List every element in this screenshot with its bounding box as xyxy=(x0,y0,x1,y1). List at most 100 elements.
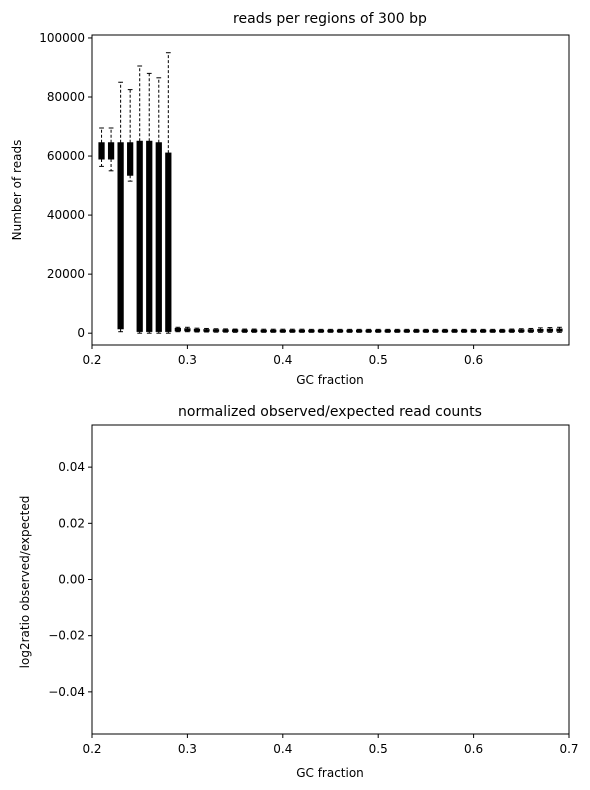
x-tick-label: 0.4 xyxy=(273,742,292,756)
y-axis-label: Number of reads xyxy=(10,140,24,241)
box-0.27 xyxy=(156,78,161,333)
x-tick-label: 0.5 xyxy=(369,742,388,756)
box xyxy=(328,330,333,332)
box-0.33 xyxy=(213,329,218,332)
box-0.29 xyxy=(175,327,180,331)
box-0.69 xyxy=(557,327,562,332)
box-0.44 xyxy=(318,329,323,332)
box-0.31 xyxy=(194,328,199,332)
box xyxy=(395,330,400,332)
chart-title: normalized observed/expected read counts xyxy=(178,404,482,420)
box-0.37 xyxy=(252,329,257,332)
box-0.61 xyxy=(481,329,486,332)
box xyxy=(461,330,466,332)
box xyxy=(290,330,295,332)
x-tick-label: 0.2 xyxy=(82,353,101,367)
box xyxy=(204,330,209,332)
x-tick-label: 0.7 xyxy=(559,742,578,756)
box xyxy=(433,330,438,332)
log2ratio-chart: normalized observed/expected read counts… xyxy=(18,404,579,780)
box xyxy=(528,330,533,332)
box xyxy=(299,330,304,332)
box-0.47 xyxy=(347,329,352,332)
boxplot-marks xyxy=(99,53,562,333)
box xyxy=(309,330,314,332)
box-0.49 xyxy=(366,329,371,332)
box xyxy=(156,143,161,332)
box xyxy=(223,330,228,332)
box xyxy=(213,330,218,332)
x-axis-label: GC fraction xyxy=(296,766,364,780)
y-tick-label: 0.02 xyxy=(58,516,85,530)
box xyxy=(280,330,285,332)
box-0.36 xyxy=(242,329,247,332)
box xyxy=(128,143,133,175)
box-0.38 xyxy=(261,329,266,332)
box xyxy=(242,330,247,332)
box xyxy=(481,330,486,332)
box xyxy=(414,330,419,332)
y-tick-label: 20000 xyxy=(47,267,85,281)
box-0.34 xyxy=(223,329,228,332)
y-tick-label: 40000 xyxy=(47,208,85,222)
box xyxy=(337,330,342,332)
box-0.26 xyxy=(147,73,152,333)
box xyxy=(557,329,562,331)
box xyxy=(194,329,199,331)
x-tick-label: 0.3 xyxy=(178,742,197,756)
x-tick-label: 0.2 xyxy=(82,742,101,756)
box-0.56 xyxy=(433,329,438,332)
x-tick-label: 0.6 xyxy=(464,353,483,367)
box xyxy=(252,330,257,332)
box-0.57 xyxy=(442,329,447,332)
box-0.67 xyxy=(538,328,543,332)
reads-boxplot-chart: reads per regions of 300 bp 0.2 0.3 0.4 0.5… xyxy=(10,11,569,387)
box-0.24 xyxy=(128,90,133,182)
box-0.65 xyxy=(519,329,524,333)
box-0.68 xyxy=(547,328,552,333)
box-0.62 xyxy=(490,329,495,332)
box-0.42 xyxy=(299,329,304,332)
box xyxy=(166,153,171,331)
y-tick-label: 60000 xyxy=(47,149,85,163)
box xyxy=(423,330,428,332)
plot-frame xyxy=(92,425,569,734)
box-0.52 xyxy=(395,329,400,332)
x-axis-ticks: 0.2 0.3 0.4 0.5 0.6 xyxy=(82,345,483,367)
box-0.30 xyxy=(185,327,190,331)
x-axis-label: GC fraction xyxy=(296,373,364,387)
box xyxy=(500,330,505,332)
x-axis-ticks: 0.2 0.3 0.4 0.5 0.6 0.7 xyxy=(82,734,578,756)
box-0.66 xyxy=(528,328,533,332)
box-0.46 xyxy=(337,329,342,332)
box-0.43 xyxy=(309,329,314,332)
box-0.58 xyxy=(452,329,457,332)
x-tick-label: 0.5 xyxy=(369,353,388,367)
box-0.54 xyxy=(414,329,419,332)
box-0.21 xyxy=(99,128,104,166)
y-tick-label: 80000 xyxy=(47,90,85,104)
box xyxy=(318,330,323,332)
box xyxy=(452,330,457,332)
box xyxy=(366,330,371,332)
box xyxy=(137,141,142,331)
box-0.32 xyxy=(204,328,209,332)
box-0.25 xyxy=(137,66,142,333)
box xyxy=(385,330,390,332)
y-axis-label: log2ratio observed/expected xyxy=(18,496,32,669)
y-tick-label: 0.00 xyxy=(58,573,85,587)
box xyxy=(185,329,190,331)
box-0.40 xyxy=(280,329,285,332)
box xyxy=(538,330,543,332)
x-tick-label: 0.4 xyxy=(273,353,292,367)
box-0.39 xyxy=(271,329,276,332)
x-tick-label: 0.3 xyxy=(178,353,197,367)
box-0.23 xyxy=(118,82,123,331)
y-tick-label: 0 xyxy=(77,326,85,340)
box-0.45 xyxy=(328,329,333,332)
x-tick-label: 0.6 xyxy=(464,742,483,756)
box xyxy=(118,143,123,329)
box xyxy=(147,141,152,331)
y-tick-label: −0.04 xyxy=(48,685,85,699)
